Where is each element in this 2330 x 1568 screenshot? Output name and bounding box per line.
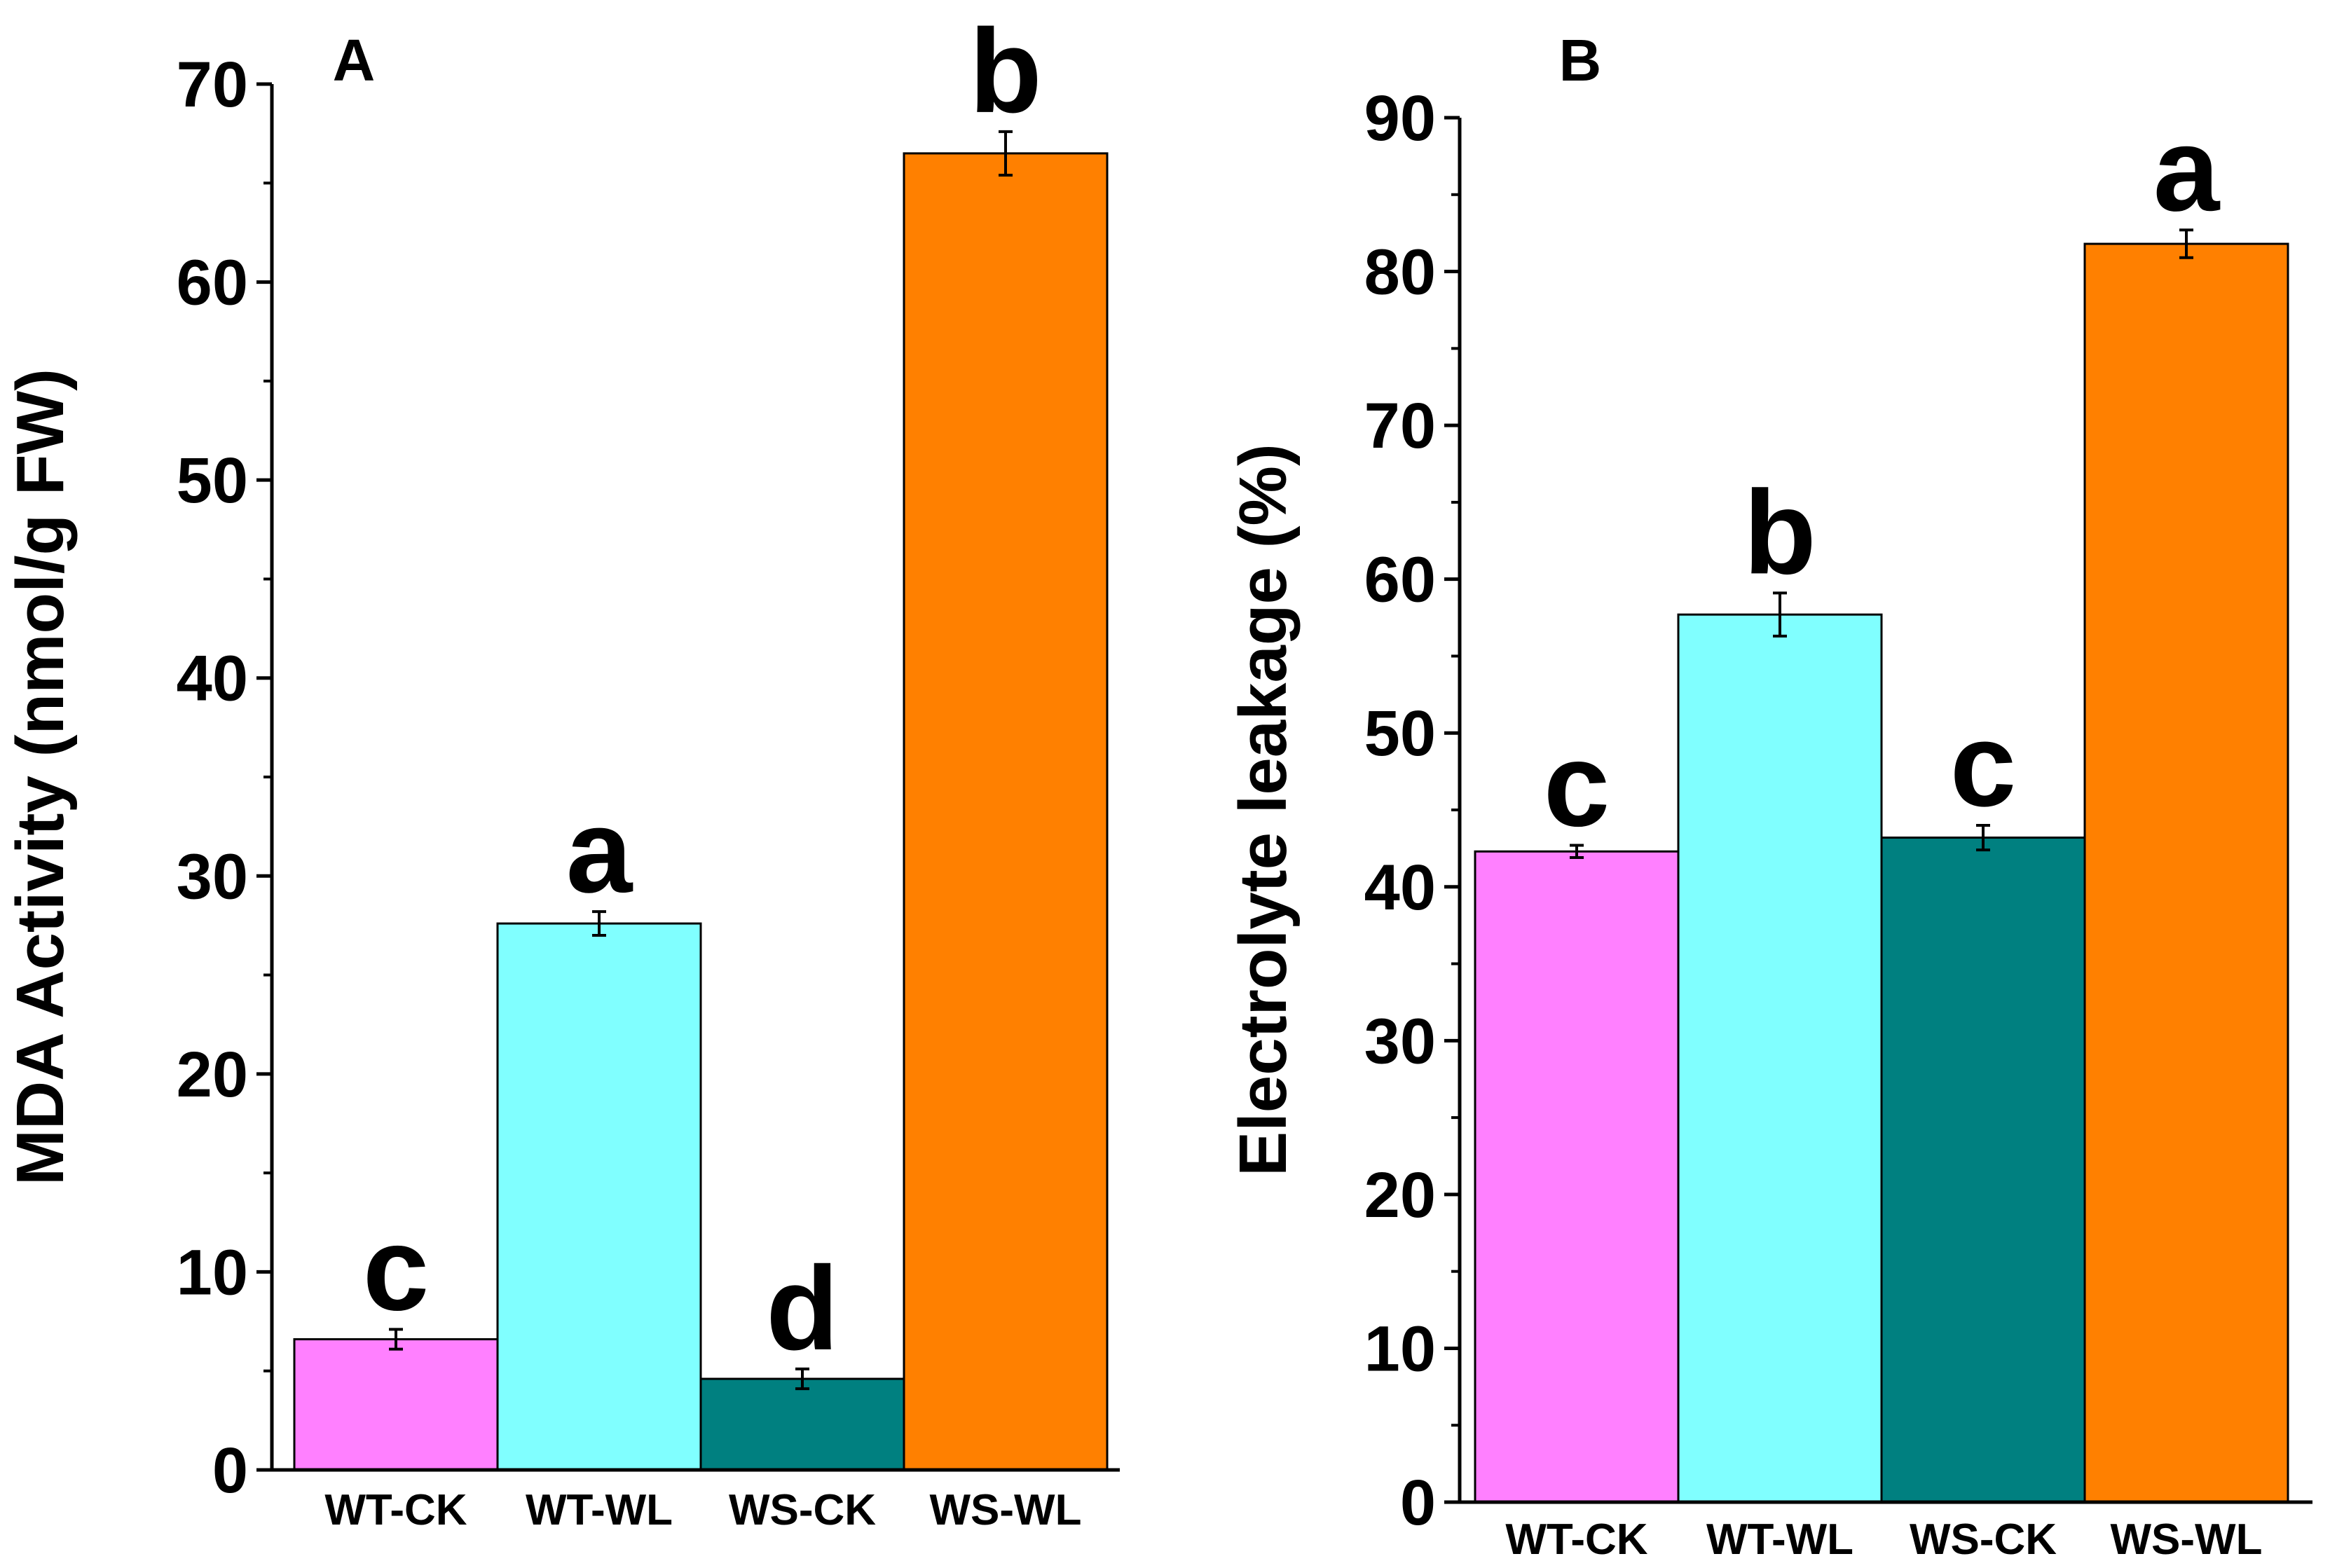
y-tick-label: 70 [177, 49, 248, 121]
y-tick-label: 50 [177, 445, 248, 516]
x-tick-label: WT-CK [1505, 1515, 1647, 1564]
bar-ws-ck [699, 1377, 905, 1471]
bar-wt-ck [293, 1338, 499, 1471]
x-tick-label: WT-WL [526, 1486, 673, 1534]
y-axis-title: MDA Activity (nmol/g FW) [3, 369, 78, 1185]
error-bar-wt-ck [1570, 844, 1584, 860]
y-tick-label: 60 [1364, 544, 1436, 616]
x-tick-label: WT-CK [324, 1486, 467, 1534]
bar-ws-wl [903, 152, 1109, 1471]
y-tick-label: 20 [1364, 1160, 1436, 1231]
bar-wt-wl [496, 922, 702, 1471]
significance-label: c [1544, 718, 1610, 851]
error-bar-ws-ck [795, 1367, 809, 1391]
panel-label: B [1559, 27, 1602, 93]
x-tick-label: WS-WL [2111, 1515, 2263, 1564]
x-tick-label: WS-CK [729, 1486, 876, 1534]
y-tick-label: 70 [1364, 390, 1436, 462]
error-bar-wt-wl [592, 910, 606, 937]
y-tick-label: 0 [212, 1435, 248, 1506]
y-tick-label: 60 [177, 247, 248, 319]
y-tick-label: 20 [177, 1039, 248, 1110]
significance-label: b [1743, 466, 1816, 599]
y-tick-label: 40 [177, 643, 248, 715]
x-tick-label: WS-CK [1910, 1515, 2057, 1564]
significance-label: b [969, 5, 1042, 138]
x-tick-label: WT-WL [1706, 1515, 1853, 1564]
y-axis-title: Electrolyte leakage (%) [1226, 443, 1301, 1176]
error-bar-ws-ck [1976, 823, 1990, 852]
chart-panel-a: c a d b 0 10 20 30 40 50 60 70 WT-CK WT-WL WS-CK WS-WL M… [3, 5, 1120, 1534]
significance-label: d [766, 1242, 839, 1375]
bar-wt-wl [1677, 613, 1883, 1504]
bar-ws-wl [2083, 242, 2289, 1504]
panel-label: A [333, 27, 376, 93]
y-tick-label: 10 [1364, 1313, 1436, 1384]
x-tick-label: WS-WL [930, 1486, 1082, 1534]
significance-label: a [566, 785, 633, 918]
significance-label: c [363, 1202, 430, 1335]
y-tick-label: 80 [1364, 237, 1436, 308]
bar-wt-ck [1474, 850, 1680, 1504]
bar-ws-ck [1880, 837, 2086, 1504]
y-tick-label: 90 [1364, 83, 1436, 154]
y-tick-label: 0 [1400, 1467, 1436, 1539]
y-tick-label: 30 [1364, 1005, 1436, 1077]
error-bar-wt-wl [1773, 591, 1787, 638]
significance-label: c [1950, 699, 2017, 832]
error-bar-ws-wl [2179, 228, 2193, 259]
error-bar-wt-ck [389, 1328, 403, 1351]
y-tick-label: 40 [1364, 852, 1436, 923]
error-bar-ws-wl [999, 130, 1013, 177]
significance-label: a [2153, 103, 2221, 236]
y-tick-label: 10 [177, 1237, 248, 1308]
y-tick-label: 50 [1364, 698, 1436, 769]
y-tick-label: 30 [177, 841, 248, 912]
